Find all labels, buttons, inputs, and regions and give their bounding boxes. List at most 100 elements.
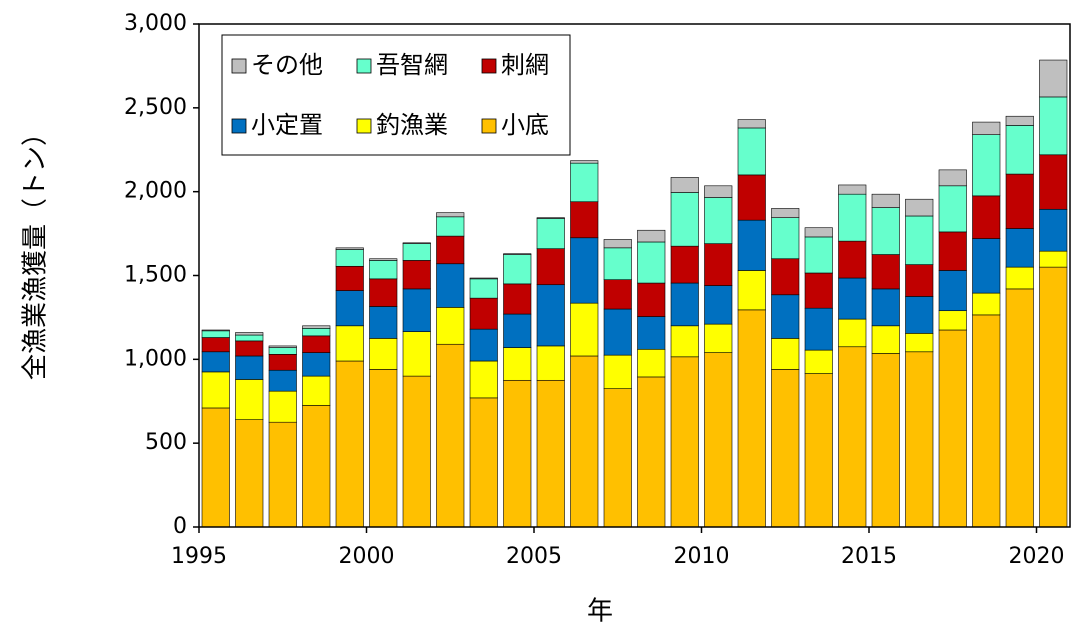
x-tick-label: 2020 xyxy=(1009,544,1065,569)
bar-segment xyxy=(402,260,431,290)
legend-label: 吾智網 xyxy=(376,51,448,79)
bar-segment xyxy=(335,290,364,327)
legend-label: 小定置 xyxy=(251,111,323,139)
bar-segment xyxy=(938,329,967,528)
bar-segment xyxy=(436,216,465,237)
bar-segment xyxy=(972,134,1001,197)
bar-segment xyxy=(938,270,967,312)
bar-segment xyxy=(369,369,398,528)
bar-segment xyxy=(804,227,833,238)
bar-segment xyxy=(536,379,565,528)
bar-segment xyxy=(469,328,498,362)
bar-segment xyxy=(670,325,699,358)
bar-segment xyxy=(905,296,934,334)
bar-segment xyxy=(469,277,498,280)
bar-segment xyxy=(871,288,900,327)
bar-segment xyxy=(871,254,900,290)
legend-label: 小底 xyxy=(501,111,549,139)
bar-segment xyxy=(335,265,364,291)
bar-segment xyxy=(436,212,465,218)
y-tick-label: 0 xyxy=(173,514,187,539)
bar-segment xyxy=(637,376,666,528)
bar-segment xyxy=(536,284,565,347)
bar-segment xyxy=(369,278,398,307)
bar-segment xyxy=(436,235,465,265)
bar-segment xyxy=(737,119,766,129)
bar-segment xyxy=(737,219,766,271)
bar-segment xyxy=(335,249,364,267)
bar-segment xyxy=(302,325,331,329)
legend-label: その他 xyxy=(251,51,323,79)
bar-segment xyxy=(938,310,967,331)
bar-segment xyxy=(302,405,331,528)
bar-segment xyxy=(402,242,431,244)
bar-segment xyxy=(737,174,766,221)
bar-segment xyxy=(570,355,599,528)
bar-segment xyxy=(335,360,364,528)
bar-segment xyxy=(469,297,498,330)
bar-segment xyxy=(402,331,431,377)
bar-segment xyxy=(1005,125,1034,175)
bar-segment xyxy=(201,351,230,373)
bar-segment xyxy=(201,329,230,332)
bar-segment xyxy=(603,247,632,280)
bar-segment xyxy=(436,263,465,308)
bar-segment xyxy=(972,292,1001,316)
bar-segment xyxy=(670,192,699,247)
bar-segment xyxy=(737,309,766,528)
bar-segment xyxy=(369,306,398,339)
bar-segment xyxy=(704,243,733,286)
x-tick-label: 2005 xyxy=(506,544,562,569)
bar-segment xyxy=(603,388,632,528)
bar-segment xyxy=(268,347,297,355)
legend-swatch xyxy=(231,118,247,134)
bar-segment xyxy=(905,198,934,217)
bar-segment xyxy=(268,354,297,371)
bar-segment xyxy=(871,193,900,208)
bar-segment xyxy=(972,195,1001,239)
bar-segment xyxy=(201,330,230,338)
bar-segment xyxy=(972,314,1001,528)
bar-segment xyxy=(235,334,264,342)
bar-segment xyxy=(536,248,565,286)
bar-segment xyxy=(804,373,833,528)
bar-segment xyxy=(503,347,532,381)
x-axis-label: 年 xyxy=(587,597,613,627)
bar-segment xyxy=(905,333,934,353)
bar-segment xyxy=(737,270,766,311)
bar-segment xyxy=(235,379,264,420)
x-tick-label: 2015 xyxy=(841,544,897,569)
bar-segment xyxy=(704,285,733,325)
bar-segment xyxy=(570,201,599,239)
legend-swatch xyxy=(481,58,497,74)
bar-segment xyxy=(670,356,699,528)
bar-segment xyxy=(402,375,431,528)
bar-segment xyxy=(201,337,230,353)
bar-segment xyxy=(268,345,297,348)
bar-segment xyxy=(469,360,498,399)
bar-segment xyxy=(235,419,264,528)
bar-segment xyxy=(570,302,599,357)
bar-segment xyxy=(637,316,666,350)
y-tick-label: 2,500 xyxy=(124,95,187,120)
bar-segment xyxy=(771,369,800,528)
bar-segment xyxy=(804,349,833,374)
bar-segment xyxy=(235,340,264,357)
bar-segment xyxy=(670,177,699,193)
bar-segment xyxy=(704,352,733,528)
bar-segment xyxy=(1039,250,1068,268)
bar-segment xyxy=(570,160,599,164)
bar-segment xyxy=(905,351,934,528)
bar-segment xyxy=(603,308,632,356)
bar-segment xyxy=(503,254,532,285)
bar-segment xyxy=(603,239,632,249)
bar-segment xyxy=(1039,59,1068,98)
bar-segment xyxy=(402,288,431,332)
bar-segment xyxy=(737,127,766,176)
bar-segment xyxy=(804,307,833,351)
bar-segment xyxy=(369,258,398,261)
bar-segment xyxy=(838,346,867,528)
bar-segment xyxy=(369,338,398,370)
bar-segment xyxy=(871,207,900,255)
